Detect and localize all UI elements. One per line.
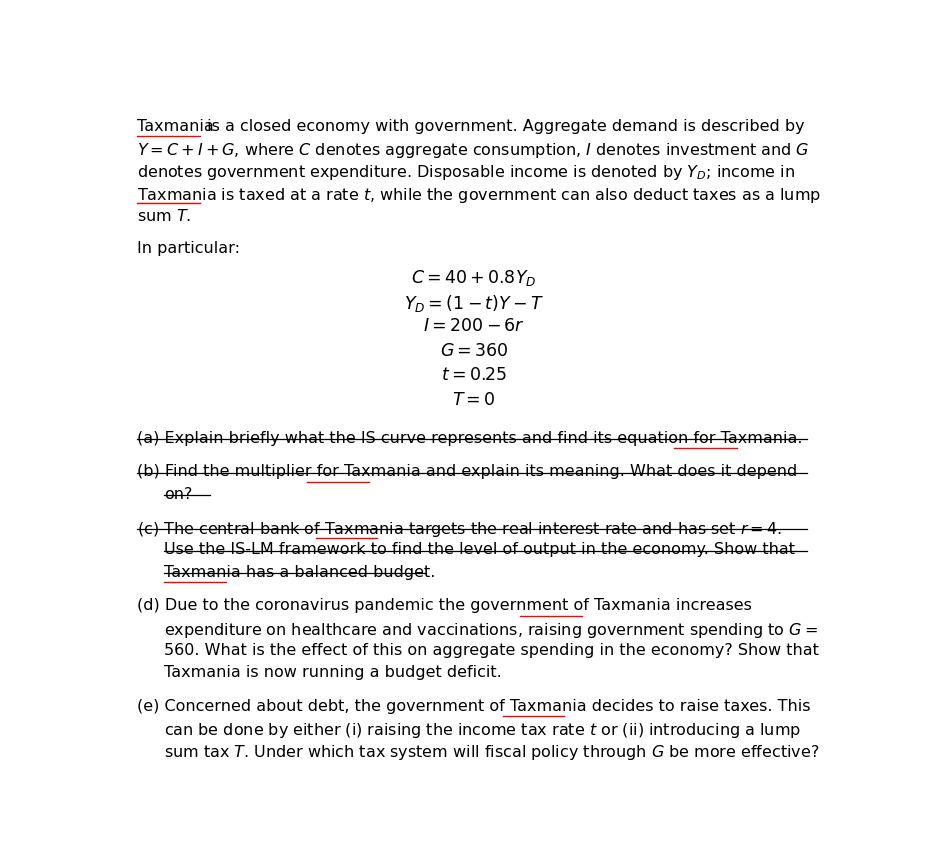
Text: can be done by either (i) raising the income tax rate $t$ or (ii) introducing a : can be done by either (i) raising the in… <box>165 721 801 740</box>
Text: is a closed economy with government. Aggregate demand is described by: is a closed economy with government. Agg… <box>203 118 805 134</box>
Text: sum tax $T$. Under which tax system will fiscal policy through $G$ be more effec: sum tax $T$. Under which tax system will… <box>165 743 820 763</box>
Text: denotes government expenditure. Disposable income is denoted by $Y_D$; income in: denotes government expenditure. Disposab… <box>137 164 796 182</box>
Text: $I = 200 - 6r$: $I = 200 - 6r$ <box>423 317 525 335</box>
Text: $G = 360$: $G = 360$ <box>439 342 509 360</box>
Text: 560. What is the effect of this on aggregate spending in the economy? Show that: 560. What is the effect of this on aggre… <box>165 642 820 658</box>
Text: Taxmania has a balanced budget.: Taxmania has a balanced budget. <box>165 565 436 579</box>
Text: (d) Due to the coronavirus pandemic the government of Taxmania increases: (d) Due to the coronavirus pandemic the … <box>137 598 752 613</box>
Text: Taxmania: Taxmania <box>137 118 214 134</box>
Text: (c) The central bank of Taxmania targets the real interest rate and has set $r =: (c) The central bank of Taxmania targets… <box>137 520 782 539</box>
Text: $T = 0$: $T = 0$ <box>452 391 496 409</box>
Text: on?: on? <box>165 486 192 502</box>
Text: sum $T$.: sum $T$. <box>137 208 191 224</box>
Text: $t = 0.25$: $t = 0.25$ <box>441 366 507 384</box>
Text: (a) Explain briefly what the IS curve represents and find its equation for Taxma: (a) Explain briefly what the IS curve re… <box>137 431 803 446</box>
Text: expenditure on healthcare and vaccinations, raising government spending to $G =$: expenditure on healthcare and vaccinatio… <box>165 620 819 640</box>
Text: In particular:: In particular: <box>137 241 240 256</box>
Text: Taxmania is taxed at a rate $t$, while the government can also deduct taxes as a: Taxmania is taxed at a rate $t$, while t… <box>137 186 821 204</box>
Text: $Y = C + I + G$, where $C$ denotes aggregate consumption, $I$ denotes investment: $Y = C + I + G$, where $C$ denotes aggre… <box>137 141 809 160</box>
Text: (b) Find the multiplier for Taxmania and explain its meaning. What does it depen: (b) Find the multiplier for Taxmania and… <box>137 464 797 480</box>
Text: Taxmania is now running a budget deficit.: Taxmania is now running a budget deficit… <box>165 665 502 680</box>
Text: $Y_D = (1 - t)Y - T$: $Y_D = (1 - t)Y - T$ <box>404 292 544 314</box>
Text: (e) Concerned about debt, the government of Taxmania decides to raise taxes. Thi: (e) Concerned about debt, the government… <box>137 699 810 714</box>
Text: $C = 40 + 0.8Y_D$: $C = 40 + 0.8Y_D$ <box>412 268 536 288</box>
Text: Use the IS-LM framework to find the level of output in the economy. Show that: Use the IS-LM framework to find the leve… <box>165 543 795 557</box>
